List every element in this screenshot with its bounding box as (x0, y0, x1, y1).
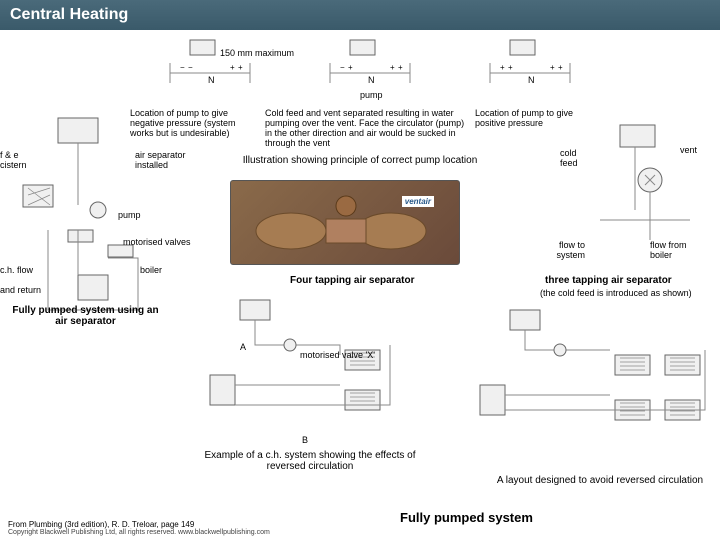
bottom-right-diagram (470, 305, 715, 455)
content-area: −− ++ N 150 mm maximum −+ ++ N pump ++ +… (0, 30, 720, 540)
svg-text:+: + (398, 63, 403, 72)
n-diagram-2: −+ ++ N (320, 38, 420, 83)
motorised-label: motorised valves (123, 237, 191, 247)
header-title: Central Heating (10, 6, 128, 23)
footer-source: From Plumbing (3rd edition), R. D. Trelo… (8, 520, 270, 529)
page-header: Central Heating (0, 0, 720, 30)
bottom-title: Fully pumped system (400, 510, 533, 525)
point-a: A (240, 342, 246, 352)
n-label-2: N (368, 75, 375, 85)
boiler-label: boiler (140, 265, 162, 275)
svg-text:−: − (180, 63, 185, 72)
svg-text:+: + (508, 63, 513, 72)
svg-text:+: + (348, 63, 353, 72)
chflow-label: c.h. flow (0, 265, 33, 275)
footer-copyright: Copyright Blackwell Publishing Ltd, all … (8, 529, 270, 536)
n-label-3: N (528, 75, 535, 85)
flow-to-label: flow to system (540, 240, 585, 260)
desc-3: Location of pump to give positive pressu… (475, 108, 575, 128)
n-diagram-3: ++ ++ N (480, 38, 580, 83)
pump-label-top: pump (360, 90, 383, 100)
return-label: and return (0, 285, 41, 295)
ventair-photo: ventair (230, 180, 460, 265)
example-label: Example of a c.h. system showing the eff… (200, 450, 420, 472)
point-b: B (302, 435, 308, 445)
svg-text:+: + (238, 63, 243, 72)
fully-pumped-label: Fully pumped system using an air separat… (8, 305, 163, 327)
illustration-label: Illustration showing principle of correc… (230, 155, 490, 166)
three-tap-label: three tapping air separator (545, 275, 672, 286)
n-label-1: N (208, 75, 215, 85)
svg-text:+: + (550, 63, 555, 72)
svg-text:−: − (340, 63, 345, 72)
right-small-diagram (590, 120, 710, 260)
cold-label: cold feed (560, 148, 590, 168)
ventair-brand: ventair (402, 196, 434, 207)
layout-label: A layout designed to avoid reversed circ… (490, 475, 710, 486)
n-diagram-1: −− ++ N (160, 38, 260, 83)
measurement-label: 150 mm maximum (220, 48, 294, 58)
motorised-valve-label: motorised valve 'X' (300, 350, 380, 360)
svg-text:+: + (390, 63, 395, 72)
svg-text:−: − (188, 63, 193, 72)
svg-text:+: + (500, 63, 505, 72)
bottom-mid-diagram: A B (190, 295, 440, 455)
four-tap-label: Four tapping air separator (290, 275, 414, 286)
flow-from-label: flow from boiler (650, 240, 705, 260)
top-diagrams: −− ++ N 150 mm maximum −+ ++ N pump ++ +… (160, 38, 580, 108)
fe-cistern-label: f & e cistern (0, 150, 40, 170)
svg-text:+: + (230, 63, 235, 72)
pump-label-left: pump (118, 210, 141, 220)
footer: From Plumbing (3rd edition), R. D. Trelo… (8, 520, 270, 536)
svg-text:+: + (558, 63, 563, 72)
desc-2: Cold feed and vent separated resulting i… (265, 108, 470, 148)
cold-feed-note: (the cold feed is introduced as shown) (540, 288, 692, 298)
